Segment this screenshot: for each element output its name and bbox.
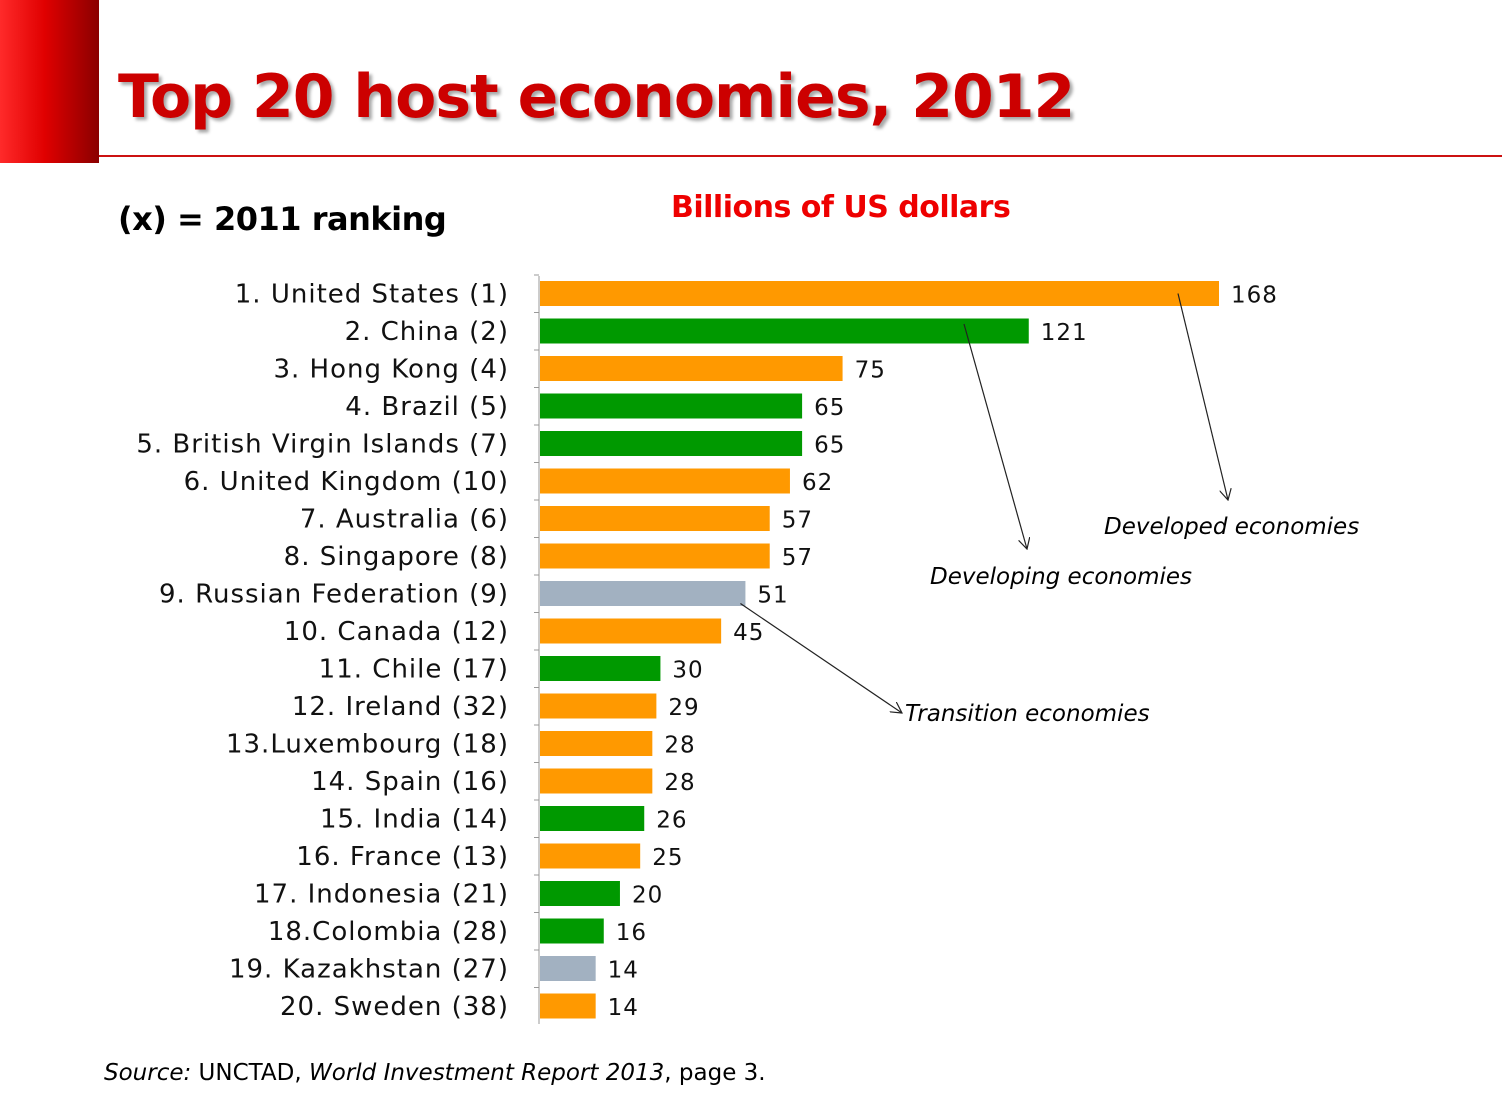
bar [540, 506, 770, 531]
annotation-label: Developing economies [930, 564, 1192, 590]
category-label: 15. India (14) [320, 805, 509, 835]
data-label: 20 [632, 883, 663, 909]
category-label: 1. United States (1) [235, 280, 509, 310]
data-label: 57 [782, 545, 813, 571]
category-label: 10. Canada (12) [284, 617, 509, 647]
bar [540, 543, 770, 569]
source-org: UNCTAD, [191, 1060, 309, 1086]
annotation-label: Developed economies [1104, 514, 1359, 540]
bar [540, 806, 645, 831]
category-label: 14. Spain (16) [311, 767, 509, 797]
category-label: 17. Indonesia (21) [254, 880, 509, 910]
title-accent-block [0, 0, 99, 163]
category-label: 3. Hong Kong (4) [273, 355, 509, 385]
category-label: 4. Brazil (5) [345, 392, 509, 422]
annotation-arrow [1177, 293, 1228, 501]
bar [540, 431, 803, 456]
category-label: 13.Luxembourg (18) [226, 730, 509, 760]
data-label: 14 [608, 995, 639, 1021]
source-note: Source: UNCTAD, World Investment Report … [104, 1060, 766, 1086]
category-label: 6. United Kingdom (10) [184, 467, 509, 497]
category-label: 20. Sweden (38) [280, 992, 509, 1022]
data-label: 16 [616, 920, 647, 946]
category-label: 9. Russian Federation (9) [159, 580, 509, 610]
bar [540, 768, 653, 794]
data-label: 28 [664, 770, 695, 796]
unit-label: Billions of US dollars [671, 190, 1011, 225]
bar [540, 993, 596, 1019]
data-label: 45 [733, 620, 764, 646]
data-label: 65 [814, 433, 845, 459]
title-divider [99, 155, 1502, 157]
source-label: Source: [104, 1060, 192, 1086]
category-label: 16. France (13) [296, 842, 509, 872]
annotation-layer: Developed economies Developing economies T… [740, 293, 1359, 727]
data-label: 25 [652, 845, 683, 871]
bars-layer: 1. United States (1) 168 2. China (2) 121 3.… [136, 274, 1278, 1024]
bar [540, 393, 803, 419]
bar [540, 281, 1219, 306]
data-label: 29 [668, 695, 699, 721]
bar [540, 468, 790, 494]
data-label: 51 [757, 583, 788, 609]
category-label: 12. Ireland (32) [292, 692, 509, 722]
bar [540, 881, 620, 906]
data-label: 75 [855, 358, 886, 384]
category-label: 8. Singapore (8) [284, 542, 509, 572]
source-report: World Investment Report 2013 [309, 1060, 665, 1086]
data-label: 168 [1231, 283, 1278, 309]
annotation-label: Transition economies [905, 701, 1150, 727]
data-label: 57 [782, 508, 813, 534]
category-label: 2. China (2) [345, 317, 509, 347]
data-label: 62 [802, 470, 833, 496]
bar [540, 356, 843, 381]
bar [540, 318, 1029, 344]
annotation-arrow [963, 323, 1027, 549]
data-label: 65 [814, 395, 845, 421]
category-label: 19. Kazakhstan (27) [229, 955, 509, 985]
data-label: 26 [656, 808, 687, 834]
bar [540, 843, 641, 869]
bar [540, 693, 657, 719]
category-label: 5. British Virgin Islands (7) [136, 430, 509, 460]
bar [540, 581, 746, 606]
source-page: , page 3. [664, 1060, 766, 1086]
data-label: 121 [1041, 320, 1088, 346]
annotation-arrow [740, 603, 902, 714]
category-label: 7. Australia (6) [300, 505, 509, 535]
bar [540, 956, 596, 981]
bar [540, 918, 604, 944]
category-label: 18.Colombia (28) [268, 917, 509, 947]
bar [540, 656, 661, 681]
ranking-note: (x) = 2011 ranking [118, 200, 447, 238]
data-label: 28 [664, 733, 695, 759]
data-label: 30 [672, 658, 703, 684]
category-label: 11. Chile (17) [319, 655, 509, 685]
bar [540, 618, 722, 644]
bar [540, 731, 653, 756]
data-label: 14 [608, 958, 639, 984]
slide-title: Top 20 host economies, 2012 [118, 62, 1075, 132]
